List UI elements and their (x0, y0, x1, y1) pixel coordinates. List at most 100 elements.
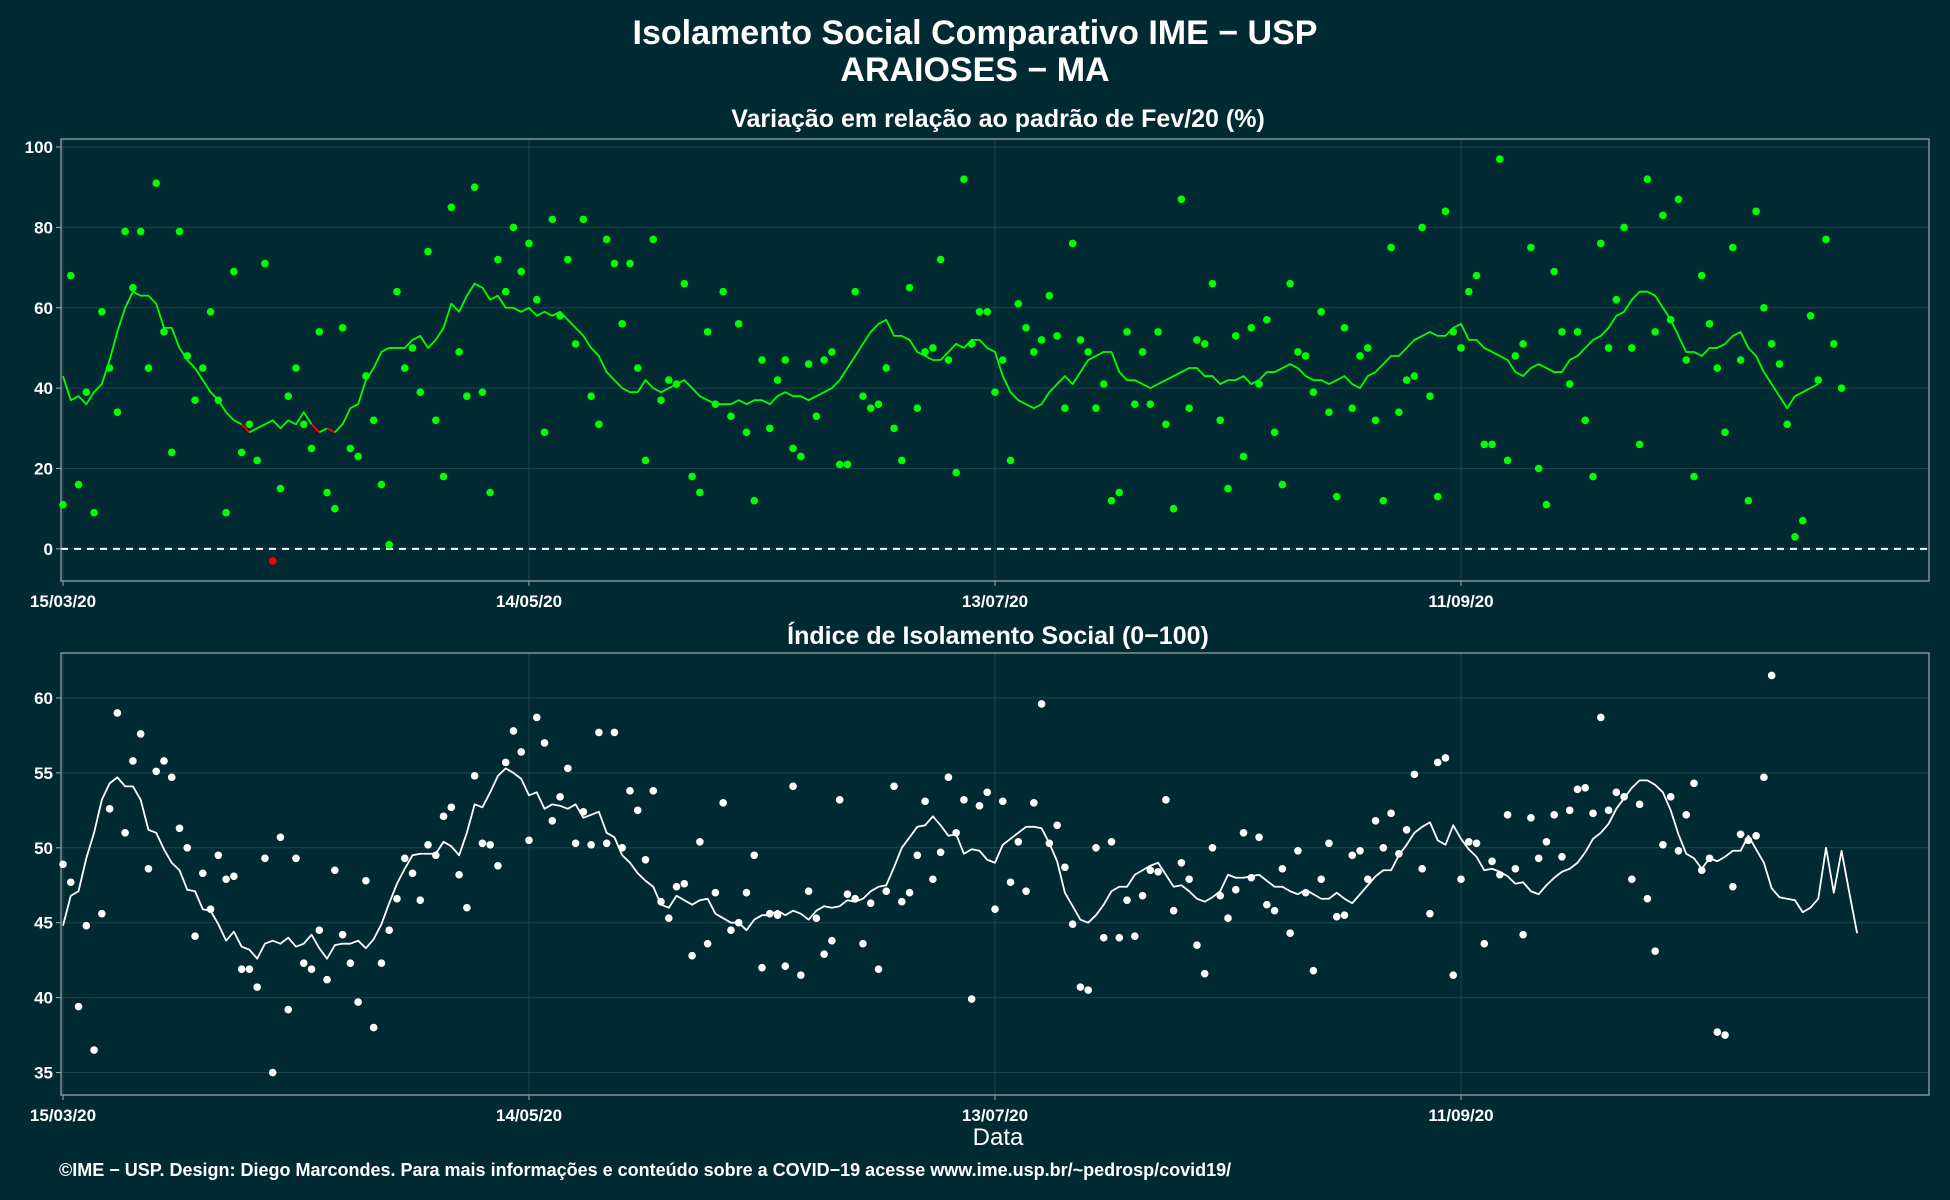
data-point (789, 782, 797, 791)
data-point (1053, 821, 1061, 830)
moving-average-line (240, 423, 251, 433)
data-point (960, 175, 968, 183)
data-point (998, 356, 1007, 364)
data-point (1705, 320, 1714, 328)
data-point (1169, 504, 1178, 513)
data-point (1162, 420, 1170, 429)
data-point (1216, 891, 1225, 900)
moving-average-line (310, 423, 320, 433)
data-point (781, 962, 790, 970)
data-point (199, 364, 207, 372)
data-point (1154, 328, 1162, 336)
data-point (439, 812, 448, 821)
data-point (1589, 472, 1597, 481)
data-point (59, 860, 67, 869)
data-point (416, 896, 425, 905)
data-point (967, 340, 976, 348)
data-point (1620, 793, 1628, 801)
data-point (1651, 328, 1659, 336)
data-point (299, 959, 308, 967)
data-point (564, 764, 572, 773)
data-point (292, 364, 300, 372)
data-point (804, 360, 813, 368)
data-point (1441, 207, 1450, 216)
data-point (1301, 352, 1310, 360)
data-point (789, 444, 797, 453)
data-point (447, 803, 456, 812)
data-point (936, 255, 945, 264)
data-point (1426, 909, 1434, 918)
data-point (307, 965, 316, 973)
data-point (1604, 344, 1613, 352)
data-point (1496, 155, 1504, 163)
data-point (1565, 806, 1574, 815)
data-point (882, 887, 891, 896)
data-point (1115, 488, 1124, 497)
data-point (1628, 875, 1636, 884)
data-point (1014, 837, 1023, 846)
y-tick-label: 80 (34, 218, 53, 237)
moving-average-line (318, 427, 328, 434)
data-point (377, 480, 386, 489)
data-point (1402, 826, 1411, 834)
data-point (866, 404, 875, 413)
data-point (455, 348, 463, 356)
data-point (470, 183, 479, 192)
data-point (230, 872, 238, 881)
data-point (548, 817, 557, 825)
data-point (1084, 348, 1092, 356)
data-point (587, 392, 595, 400)
data-point (400, 364, 409, 372)
data-point (1565, 380, 1574, 388)
data-point (929, 344, 937, 352)
data-point (1123, 896, 1131, 905)
data-point (1332, 912, 1341, 921)
data-point (1550, 811, 1558, 819)
data-point (222, 508, 230, 517)
data-point (237, 448, 246, 457)
data-point (610, 259, 619, 268)
data-point (323, 488, 331, 497)
y-tick-label: 100 (25, 138, 53, 157)
data-point (595, 728, 603, 737)
data-point (1573, 785, 1582, 794)
data-point (1092, 404, 1100, 413)
data-point (276, 833, 285, 842)
x-tick-label: 11/09/20 (1428, 1106, 1493, 1125)
data-point (991, 388, 999, 396)
data-point (1534, 854, 1543, 863)
data-point (1674, 195, 1683, 204)
data-point (385, 541, 394, 549)
data-point (1519, 340, 1527, 348)
data-point (921, 348, 929, 356)
y-tick-label: 40 (34, 989, 53, 1008)
data-point (1426, 392, 1434, 400)
data-point (362, 876, 370, 885)
data-point (1185, 875, 1193, 884)
data-point (1659, 211, 1667, 220)
data-point (797, 971, 805, 979)
data-point (1255, 833, 1263, 842)
data-point (1744, 496, 1753, 505)
data-point (1053, 332, 1061, 340)
data-point (1387, 809, 1395, 818)
data-point (548, 215, 557, 224)
data-point (610, 728, 619, 737)
data-point (167, 773, 176, 782)
x-tick-label: 14/05/20 (496, 1106, 562, 1125)
data-point (268, 1068, 277, 1077)
y-tick-label: 35 (34, 1064, 53, 1083)
data-point (649, 235, 658, 244)
data-point (571, 340, 580, 348)
data-point (354, 998, 362, 1006)
data-point (1597, 239, 1605, 248)
data-point (1604, 806, 1613, 815)
data-point (1666, 793, 1675, 801)
data-point (237, 965, 246, 973)
data-point (1402, 376, 1411, 384)
data-point (843, 460, 852, 469)
data-point (944, 773, 953, 782)
data-point (1752, 831, 1760, 840)
data-point (1729, 882, 1737, 891)
data-point (245, 965, 254, 973)
